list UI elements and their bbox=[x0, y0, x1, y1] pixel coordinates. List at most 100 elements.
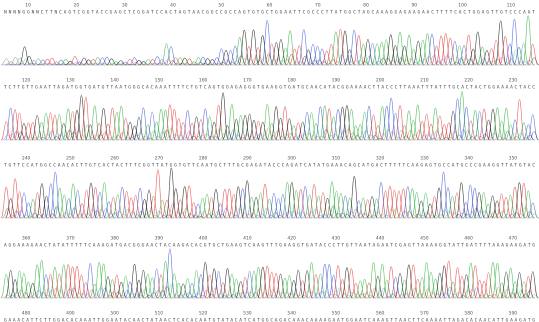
trace-peak bbox=[318, 192, 329, 218]
trace-peak bbox=[184, 186, 195, 218]
trace-peak bbox=[244, 271, 255, 298]
position-label: 450 bbox=[420, 236, 429, 242]
base-sequence: TGTTCCATGGCCAACACTTGTCACTACTTTCGGTTATGGT… bbox=[4, 163, 535, 169]
trace-peak bbox=[99, 183, 110, 218]
position-label: 260 bbox=[110, 156, 119, 162]
trace-peak bbox=[417, 40, 428, 65]
trace-peak bbox=[231, 119, 242, 140]
position-label: 20 bbox=[74, 3, 80, 9]
trace-peak bbox=[166, 47, 177, 65]
position-label: 70 bbox=[315, 3, 321, 9]
trace-row: 480490500510520530540550560570580590GAAA… bbox=[4, 311, 535, 322]
trace-peak bbox=[258, 122, 269, 140]
trace-peak bbox=[170, 189, 181, 218]
trace-peak bbox=[529, 58, 539, 65]
trace-peak bbox=[54, 114, 65, 140]
trace-peak bbox=[58, 123, 69, 140]
trace-peak bbox=[439, 266, 450, 298]
trace-row: 360370380390400410420430440450460470AGGA… bbox=[1, 236, 539, 299]
trace-peak bbox=[135, 188, 146, 218]
trace-peak bbox=[457, 91, 468, 140]
trace-peak bbox=[54, 188, 65, 218]
trace-peak bbox=[333, 109, 344, 140]
trace-peak bbox=[353, 35, 364, 65]
position-label: 510 bbox=[155, 311, 164, 317]
trace-peak bbox=[497, 121, 508, 140]
trace-peak bbox=[394, 32, 405, 65]
position-label: 210 bbox=[420, 78, 429, 84]
trace-peak bbox=[483, 273, 494, 298]
position-label: 560 bbox=[376, 311, 385, 317]
trace-peak bbox=[251, 197, 262, 218]
trace-peak bbox=[32, 115, 43, 140]
trace-peak bbox=[27, 283, 38, 298]
trace-peak bbox=[289, 280, 300, 298]
trace-peak bbox=[474, 111, 485, 140]
position-label: 500 bbox=[110, 311, 119, 317]
trace-peak bbox=[5, 199, 16, 218]
trace-peak bbox=[156, 109, 167, 140]
trace-peak bbox=[456, 183, 467, 218]
trace-peak bbox=[33, 290, 44, 298]
trace-peak bbox=[315, 107, 326, 140]
trace-peak bbox=[166, 168, 177, 218]
position-label: 140 bbox=[110, 78, 119, 84]
base-sequence: TCTTGTTGAATTAGATGGTGATGTTAATGGGCACAAATTT… bbox=[4, 85, 535, 91]
trace-peak bbox=[204, 117, 215, 140]
trace-peak bbox=[426, 124, 437, 140]
position-label: 60 bbox=[267, 3, 273, 9]
trace-peak bbox=[107, 108, 118, 140]
position-label: 100 bbox=[458, 3, 467, 9]
trace-peak bbox=[306, 113, 317, 140]
trace-peak bbox=[50, 172, 61, 218]
chromatogram: 102030405060708090100110NNNNGGNNCTTNCAGT… bbox=[0, 0, 539, 322]
trace-peak bbox=[76, 275, 87, 298]
trace-peak bbox=[293, 123, 304, 140]
position-label: 190 bbox=[332, 78, 341, 84]
position-label: 220 bbox=[464, 78, 473, 84]
trace-peak bbox=[457, 276, 468, 298]
position-label: 480 bbox=[22, 311, 31, 317]
trace-row: 102030405060708090100110NNNNGGNNCTTNCAGT… bbox=[1, 3, 539, 66]
trace-peak bbox=[324, 264, 335, 298]
trace-peak bbox=[269, 193, 280, 218]
trace-peak bbox=[112, 275, 123, 298]
position-label: 80 bbox=[363, 3, 369, 9]
position-label: 440 bbox=[376, 236, 385, 242]
trace-peak bbox=[23, 123, 34, 140]
position-label: 520 bbox=[199, 311, 208, 317]
trace-peak bbox=[196, 274, 207, 298]
position-label: 570 bbox=[420, 311, 429, 317]
trace-peak bbox=[148, 196, 159, 218]
trace-peak bbox=[293, 270, 304, 298]
position-label: 580 bbox=[464, 311, 473, 317]
trace-peak bbox=[19, 193, 30, 218]
position-label: 150 bbox=[155, 78, 164, 84]
trace-peak bbox=[382, 58, 393, 65]
trace-peak bbox=[259, 58, 270, 65]
position-label: 40 bbox=[170, 3, 176, 9]
position-label: 30 bbox=[122, 3, 128, 9]
position-label: 110 bbox=[507, 3, 516, 9]
position-label: 250 bbox=[66, 156, 75, 162]
position-label: 360 bbox=[22, 236, 31, 242]
position-label: 590 bbox=[509, 311, 518, 317]
trace-peak bbox=[50, 115, 61, 140]
trace-peak bbox=[341, 214, 352, 218]
position-label: 270 bbox=[155, 156, 164, 162]
trace-peak bbox=[527, 272, 538, 298]
trace-peak bbox=[85, 263, 96, 298]
trace-peak bbox=[396, 130, 407, 140]
trace-peak bbox=[399, 46, 410, 65]
trace-peak bbox=[492, 108, 503, 140]
trace-peak bbox=[1, 274, 12, 298]
trace-peak bbox=[23, 203, 34, 218]
position-label: 420 bbox=[287, 236, 296, 242]
trace-peak bbox=[511, 293, 522, 298]
trace-peak bbox=[489, 133, 500, 140]
trace-peak bbox=[108, 137, 119, 140]
trace-peak bbox=[373, 126, 384, 140]
trace-peak bbox=[187, 283, 198, 298]
trace-peak bbox=[228, 194, 239, 218]
position-label: 130 bbox=[66, 78, 75, 84]
